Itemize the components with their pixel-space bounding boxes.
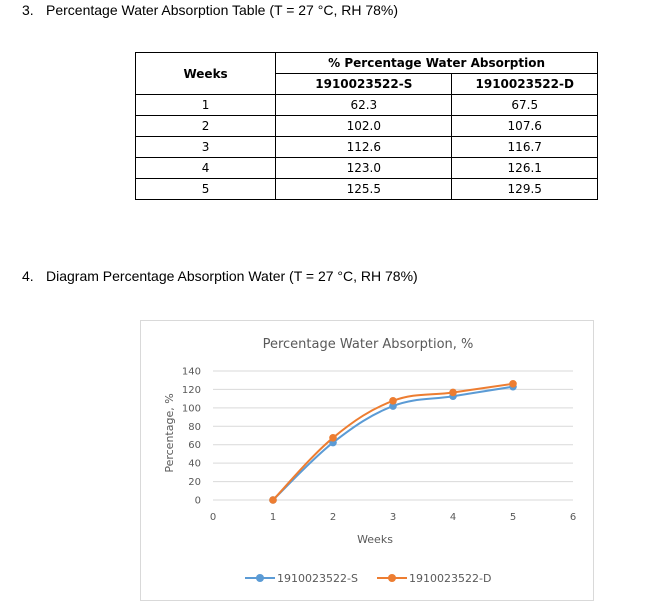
grid-layer xyxy=(213,370,573,501)
legend-marker xyxy=(256,574,264,582)
x-tick-layer: 0 1 2 3 4 5 6 xyxy=(210,512,576,523)
y-tick-label: 80 xyxy=(188,422,201,433)
absorption-chart: Percentage Water Absorption, % 0 20 40 60 80… xyxy=(140,320,594,601)
week-cell: 3 xyxy=(134,136,277,158)
x-tick-label: 4 xyxy=(450,512,456,523)
legend-marker xyxy=(388,574,396,582)
chart-title: Percentage Water Absorption, % xyxy=(263,337,474,352)
table-row: 4 123.0 126.1 xyxy=(134,157,598,179)
d-cell: 116.7 xyxy=(451,136,598,158)
legend-label: 1910023522-D xyxy=(409,572,491,585)
absorption-table: Weeks % Percentage Water Absorption 1910… xyxy=(134,52,598,200)
y-tick-label: 40 xyxy=(188,459,201,470)
section-3-number: 3. xyxy=(22,2,34,18)
table-row: 2 102.0 107.6 xyxy=(134,115,598,137)
s-cell: 125.5 xyxy=(275,178,453,200)
y-tick-label: 140 xyxy=(182,367,201,378)
x-tick-label: 3 xyxy=(390,512,396,523)
data-point xyxy=(389,397,397,405)
y-axis-label: Percentage, % xyxy=(163,393,176,472)
data-point xyxy=(449,388,457,397)
y-tick-label: 60 xyxy=(188,440,201,451)
s-cell: 123.0 xyxy=(275,157,453,179)
week-cell: 4 xyxy=(134,157,277,179)
table-row: 5 125.5 129.5 xyxy=(134,178,598,200)
x-tick-label: 0 xyxy=(210,512,216,523)
d-cell: 129.5 xyxy=(451,178,598,200)
col-d-header: 1910023522-D xyxy=(451,73,598,95)
week-cell: 2 xyxy=(134,115,277,137)
series-layer xyxy=(269,380,517,504)
col-s-header: 1910023522-S xyxy=(275,73,453,95)
y-tick-layer: 0 20 40 60 80 100 120 140 xyxy=(182,367,201,507)
table-row: 1 62.3 67.5 xyxy=(134,94,598,116)
x-tick-label: 6 xyxy=(570,512,576,523)
data-point xyxy=(269,496,277,504)
y-tick-label: 20 xyxy=(188,477,201,488)
section-4-number: 4. xyxy=(22,268,34,284)
s-cell: 62.3 xyxy=(275,94,453,116)
x-tick-label: 2 xyxy=(330,512,336,523)
series-line-1 xyxy=(272,385,514,501)
s-cell: 102.0 xyxy=(275,115,453,137)
x-tick-label: 5 xyxy=(510,512,516,523)
week-cell: 1 xyxy=(134,94,277,116)
series-line-2 xyxy=(272,382,514,501)
table-row: 3 112.6 116.7 xyxy=(134,136,598,158)
legend-label: 1910023522-S xyxy=(277,572,358,585)
y-tick-label: 120 xyxy=(182,385,201,396)
group-header: % Percentage Water Absorption xyxy=(275,52,598,74)
legend: 1910023522-S 1910023522-D xyxy=(245,572,491,585)
y-tick-label: 100 xyxy=(182,403,201,414)
s-cell: 112.6 xyxy=(275,136,453,158)
d-cell: 126.1 xyxy=(451,157,598,179)
d-cell: 107.6 xyxy=(451,115,598,137)
section-4-heading: 4. Diagram Percentage Absorption Water (T… xyxy=(22,268,418,284)
section-3-heading: 3. Percentage Water Absorption Table (T =… xyxy=(22,2,398,18)
data-point xyxy=(509,380,517,388)
weeks-header: Weeks xyxy=(134,52,277,95)
d-cell: 67.5 xyxy=(451,94,598,116)
section-3-title: Percentage Water Absorption Table (T = 2… xyxy=(46,2,399,18)
section-4-title: Diagram Percentage Absorption Water (T =… xyxy=(46,268,418,284)
x-tick-label: 1 xyxy=(270,512,276,523)
data-point xyxy=(329,434,337,442)
week-cell: 5 xyxy=(134,178,277,200)
table-header-row: Weeks % Percentage Water Absorption xyxy=(134,52,598,95)
chart-svg: Percentage Water Absorption, % 020406080… xyxy=(163,337,576,585)
y-tick-label: 0 xyxy=(195,496,201,507)
x-axis-label: Weeks xyxy=(357,533,393,546)
